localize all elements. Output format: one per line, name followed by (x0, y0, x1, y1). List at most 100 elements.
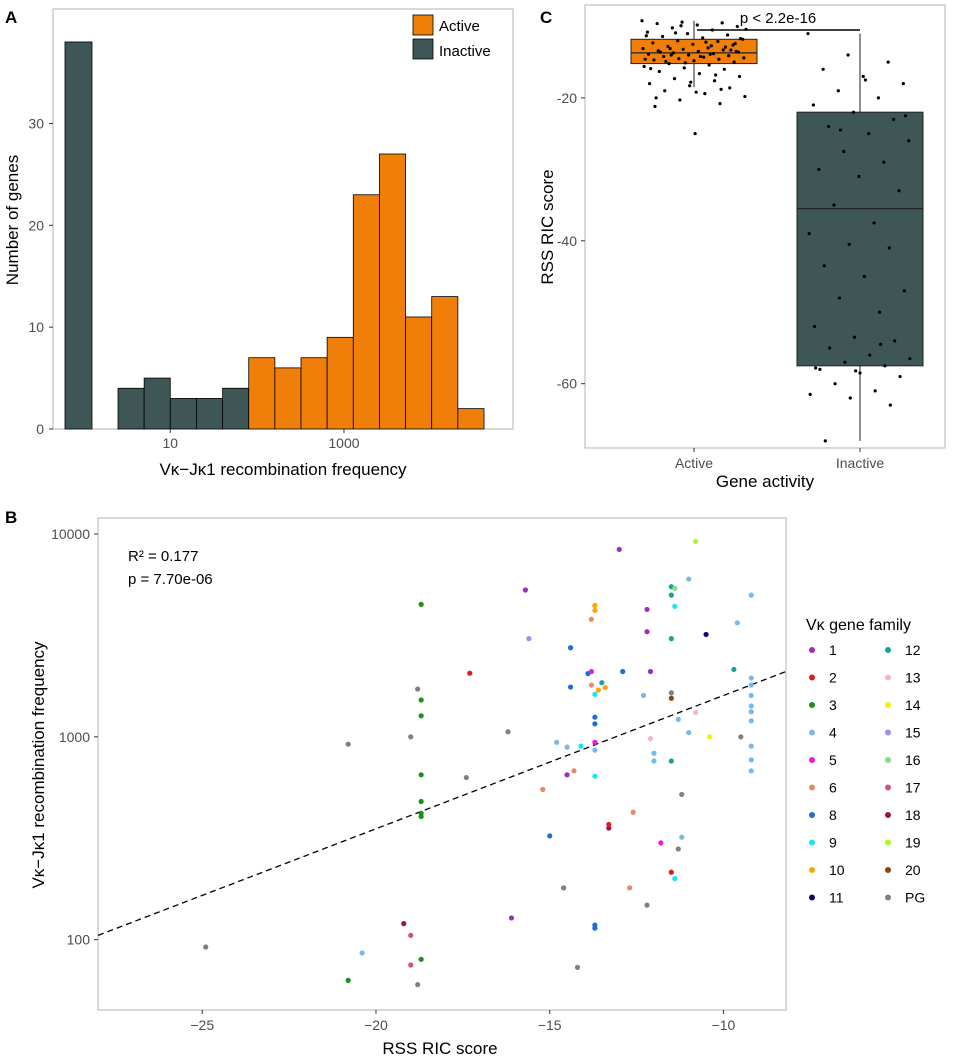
box-point (806, 31, 810, 36)
box-point (673, 31, 678, 35)
scatter-point-family-14 (706, 734, 713, 740)
scatter-point-family-4 (359, 950, 365, 956)
box-point (883, 364, 887, 368)
box-point (843, 360, 847, 364)
box-point (893, 339, 897, 343)
box-point (852, 335, 857, 339)
box-point (658, 50, 663, 54)
scatter-point-family-10 (595, 687, 601, 693)
box-point (702, 55, 706, 59)
box-point (878, 342, 883, 346)
legend-dot-family-14 (885, 702, 891, 708)
scatter-point-family-8 (547, 833, 553, 839)
box-point (742, 56, 746, 60)
scatter-point-family-4 (564, 744, 570, 750)
box-point (657, 69, 661, 74)
scatter-point-family-2 (467, 670, 473, 676)
scatter-point-family-8 (567, 645, 574, 651)
scatter-point-family-PG (675, 846, 681, 852)
scatter-point-family-4 (686, 576, 692, 582)
scatter-point-family-3 (418, 813, 424, 820)
scatter-point-family-PG (415, 982, 421, 988)
legend-dot-family-10 (809, 867, 815, 873)
legend-label-family-16: 16 (905, 752, 921, 768)
box-point (838, 128, 843, 132)
box-point (720, 21, 724, 25)
box-point (708, 52, 712, 56)
scatter-point-family-4 (651, 758, 657, 764)
box-point (732, 60, 736, 64)
scatter-point-family-3 (418, 956, 424, 962)
box-point (888, 403, 892, 407)
box-point (903, 114, 908, 118)
scatter-point-family-1 (647, 668, 654, 675)
panel-label-b: B (5, 508, 17, 527)
box-point (711, 51, 716, 56)
panel-b-y-label: Vκ−Jκ1 recombination frequency (29, 641, 48, 889)
legend-dot-family-8 (809, 812, 815, 818)
box-point (670, 26, 674, 30)
box-point (662, 54, 666, 59)
box-point (714, 73, 718, 77)
scatter-point-family-4 (748, 768, 754, 774)
box-point (901, 81, 905, 86)
panel-b-frame (97, 517, 787, 1011)
p-value-text: p = 7.70e-06 (128, 571, 213, 588)
panel-label-c: C (540, 8, 552, 27)
scatter-point-family-12 (668, 592, 674, 598)
box-point (886, 60, 890, 64)
box-point (689, 80, 693, 84)
scatter-point-family-19 (693, 538, 699, 545)
legend-label-family-10: 10 (829, 862, 845, 878)
scatter-point-family-PG (408, 734, 414, 740)
box-point (876, 96, 881, 100)
panel-c-points (640, 19, 912, 443)
box-inactive (796, 111, 924, 367)
legend-dot-family-PG (885, 894, 891, 901)
scatter-point-family-6 (571, 768, 577, 774)
x-tick-label: Active (675, 455, 713, 471)
box-point (693, 132, 697, 136)
scatter-point-family-15 (526, 636, 532, 642)
panel-a-y-label: Number of genes (3, 155, 22, 285)
scatter-point-family-4 (748, 692, 754, 699)
histogram-bar (196, 398, 223, 430)
box-point (811, 103, 816, 107)
box-point (848, 396, 852, 400)
box-point (836, 89, 840, 93)
scatter-point-family-8 (567, 684, 574, 690)
box-point (863, 78, 868, 82)
box-point (704, 40, 708, 44)
legend-dot-family-15 (885, 729, 891, 736)
scatter-point-family-6 (588, 682, 595, 688)
scatter-point-family-18 (606, 825, 612, 831)
scatter-point-family-5 (592, 739, 598, 745)
significance-annotation: p < 2.2e-16 (740, 10, 816, 27)
legend-dot-family-19 (885, 839, 891, 846)
scatter-point-family-PG (668, 690, 674, 696)
legend-dot-family-18 (885, 812, 891, 818)
box-point (867, 132, 871, 136)
x-tick-label: −10 (712, 1017, 736, 1033)
scatter-point-family-10 (602, 684, 608, 691)
scatter-point-family-4 (748, 709, 754, 715)
panel-b-x-label: RSS RIC score (382, 1039, 497, 1058)
scatter-point-family-13 (693, 709, 699, 716)
box-point (737, 74, 742, 79)
scatter-point-family-4 (675, 716, 681, 722)
box-point (728, 86, 732, 90)
scatter-point-family-3 (345, 977, 351, 983)
legend-label-family-13: 13 (905, 670, 921, 686)
r-squared-text: R² = 0.177 (128, 548, 198, 565)
legend-label-family-19: 19 (905, 835, 921, 851)
scatter-point-family-4 (640, 692, 647, 699)
panel-b-x-ticks: −25 −20 −15 −10 (190, 1010, 736, 1033)
scatter-point-family-9 (592, 691, 598, 697)
box-point (897, 189, 901, 193)
panel-c-y-label: RSS RIC score (538, 169, 557, 284)
box-point (668, 46, 672, 51)
scatter-point-family-PG (345, 741, 351, 747)
y-tick-label: -20 (557, 90, 577, 106)
box-point (683, 61, 687, 65)
box-point (640, 19, 644, 23)
